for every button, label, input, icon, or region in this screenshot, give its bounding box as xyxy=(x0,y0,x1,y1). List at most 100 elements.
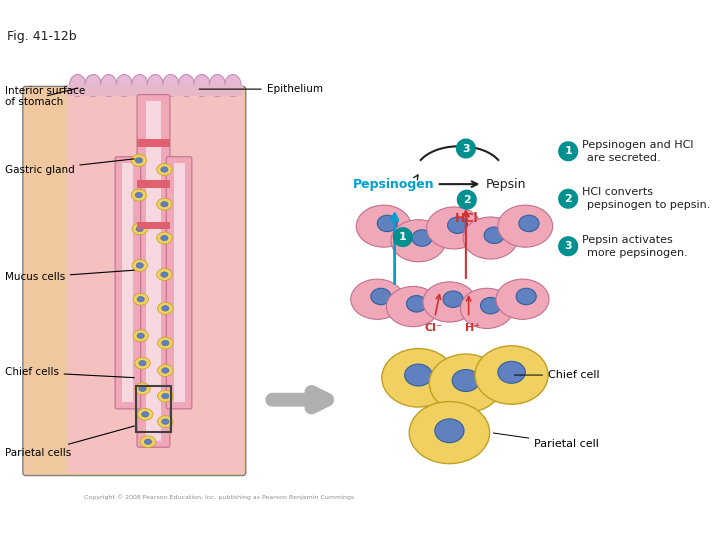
Bar xyxy=(174,163,184,402)
Ellipse shape xyxy=(157,198,172,210)
Ellipse shape xyxy=(137,296,144,302)
Ellipse shape xyxy=(356,205,411,247)
Ellipse shape xyxy=(463,217,518,259)
Ellipse shape xyxy=(157,164,172,176)
Ellipse shape xyxy=(135,357,150,369)
Ellipse shape xyxy=(137,333,144,339)
Circle shape xyxy=(558,141,578,161)
Text: HCl: HCl xyxy=(455,212,479,225)
Ellipse shape xyxy=(135,158,143,163)
Ellipse shape xyxy=(391,220,446,262)
Text: 3: 3 xyxy=(564,241,572,251)
Ellipse shape xyxy=(351,279,404,319)
Text: 2: 2 xyxy=(463,194,471,205)
Ellipse shape xyxy=(131,189,147,201)
Ellipse shape xyxy=(484,227,504,244)
Ellipse shape xyxy=(163,75,179,97)
Ellipse shape xyxy=(423,282,476,322)
Ellipse shape xyxy=(194,75,210,97)
Ellipse shape xyxy=(496,279,549,319)
Ellipse shape xyxy=(131,154,147,166)
Bar xyxy=(67,85,243,97)
Text: Gastric gland: Gastric gland xyxy=(4,159,134,174)
Ellipse shape xyxy=(162,340,169,346)
Ellipse shape xyxy=(225,75,241,97)
Text: 2: 2 xyxy=(564,194,572,204)
Bar xyxy=(67,89,243,473)
FancyBboxPatch shape xyxy=(23,86,246,476)
Bar xyxy=(122,163,133,402)
Bar xyxy=(136,386,171,431)
Ellipse shape xyxy=(147,75,163,97)
Circle shape xyxy=(456,138,476,159)
Ellipse shape xyxy=(407,295,427,312)
Text: Fig. 41-12b: Fig. 41-12b xyxy=(7,30,77,43)
Ellipse shape xyxy=(371,288,391,305)
Text: more pepsinogen.: more pepsinogen. xyxy=(588,248,688,258)
Ellipse shape xyxy=(178,75,194,97)
Ellipse shape xyxy=(427,207,482,249)
Circle shape xyxy=(558,188,578,209)
Ellipse shape xyxy=(132,260,148,272)
Ellipse shape xyxy=(157,232,172,244)
Ellipse shape xyxy=(69,75,86,97)
Ellipse shape xyxy=(161,235,168,241)
Ellipse shape xyxy=(101,75,117,97)
Ellipse shape xyxy=(133,330,148,342)
Ellipse shape xyxy=(140,436,156,448)
Ellipse shape xyxy=(142,411,149,417)
Text: Chief cell: Chief cell xyxy=(514,370,600,380)
Ellipse shape xyxy=(387,286,439,327)
Ellipse shape xyxy=(429,354,503,413)
Ellipse shape xyxy=(162,393,169,399)
Text: Cl⁻: Cl⁻ xyxy=(424,322,442,333)
Ellipse shape xyxy=(443,291,463,307)
Ellipse shape xyxy=(157,268,172,280)
Ellipse shape xyxy=(498,205,553,247)
Circle shape xyxy=(393,227,413,247)
Ellipse shape xyxy=(136,262,143,268)
Text: Pepsinogen: Pepsinogen xyxy=(353,178,434,191)
Text: HCl converts: HCl converts xyxy=(582,187,653,197)
FancyBboxPatch shape xyxy=(166,157,192,409)
Circle shape xyxy=(456,190,477,210)
Ellipse shape xyxy=(475,346,548,404)
Text: 3: 3 xyxy=(462,144,469,153)
Bar xyxy=(146,101,161,441)
Ellipse shape xyxy=(162,368,169,373)
Ellipse shape xyxy=(452,369,480,392)
Bar xyxy=(137,180,170,188)
Text: Epithelium: Epithelium xyxy=(199,84,323,94)
Ellipse shape xyxy=(144,439,152,444)
Text: H⁺: H⁺ xyxy=(464,322,480,333)
Ellipse shape xyxy=(409,402,490,464)
Circle shape xyxy=(558,236,578,256)
Text: Chief cells: Chief cells xyxy=(4,367,134,377)
Ellipse shape xyxy=(161,167,168,172)
Ellipse shape xyxy=(158,390,173,402)
Ellipse shape xyxy=(480,298,500,314)
Ellipse shape xyxy=(412,230,432,246)
Bar xyxy=(137,221,170,229)
Ellipse shape xyxy=(135,192,143,198)
Ellipse shape xyxy=(519,215,539,232)
Ellipse shape xyxy=(161,272,168,278)
Text: pepsinogen to pepsin.: pepsinogen to pepsin. xyxy=(588,200,711,210)
Ellipse shape xyxy=(435,419,464,443)
Text: are secreted.: are secreted. xyxy=(588,153,661,163)
Ellipse shape xyxy=(377,215,397,232)
Ellipse shape xyxy=(460,288,513,328)
Text: Parietal cell: Parietal cell xyxy=(493,433,599,449)
Text: Interior surface
of stomach: Interior surface of stomach xyxy=(4,86,85,107)
Ellipse shape xyxy=(405,364,432,386)
Ellipse shape xyxy=(158,302,173,314)
Bar xyxy=(137,139,170,147)
Ellipse shape xyxy=(136,226,143,232)
Text: 1: 1 xyxy=(564,146,572,156)
Ellipse shape xyxy=(138,408,153,420)
Text: Pepsin: Pepsin xyxy=(486,178,526,191)
Ellipse shape xyxy=(132,223,148,235)
Ellipse shape xyxy=(498,361,526,383)
Ellipse shape xyxy=(132,75,148,97)
Ellipse shape xyxy=(116,75,132,97)
